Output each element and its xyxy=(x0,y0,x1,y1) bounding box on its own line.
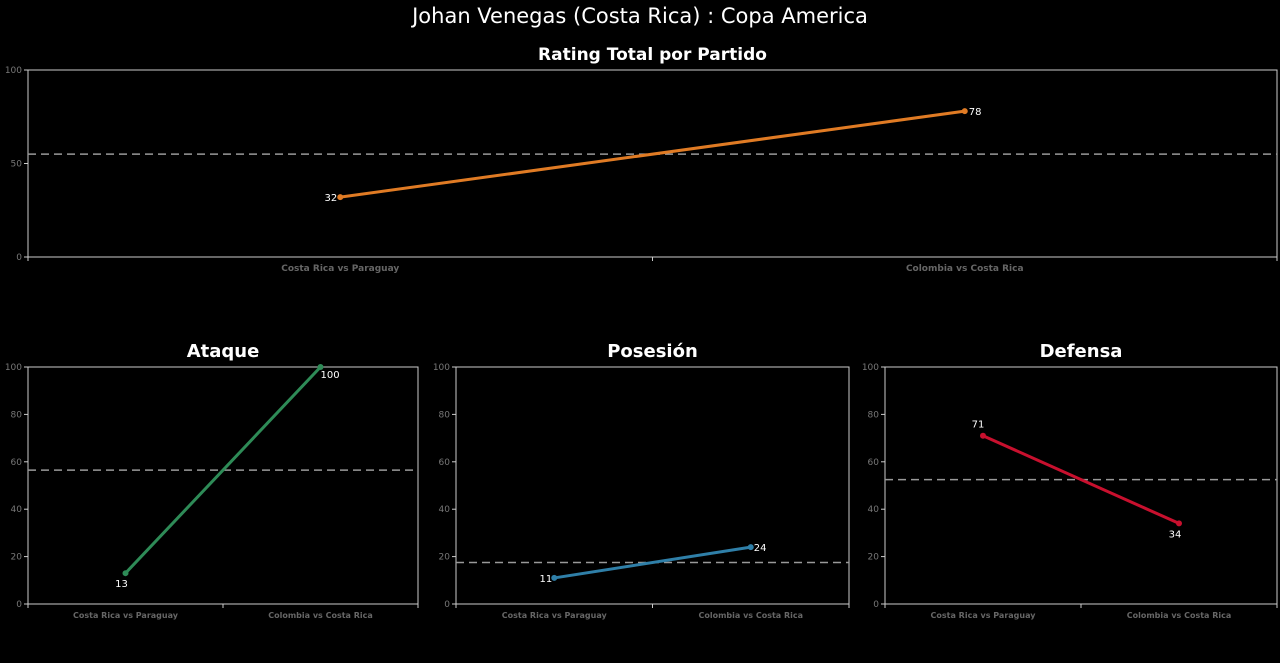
chart1-data-point xyxy=(317,364,324,370)
chart3-ytick-label: 100 xyxy=(862,363,879,373)
chart2-xtick-label: Colombia vs Costa Rica xyxy=(698,611,803,620)
chart0-data-label: 32 xyxy=(325,193,338,204)
chart2-data-point xyxy=(551,574,558,581)
chart3-ytick-label: 20 xyxy=(868,553,880,563)
chart3-ytick-label: 0 xyxy=(873,600,879,610)
chart3-ytick-label: 60 xyxy=(868,458,880,468)
chart1-title: Ataque xyxy=(186,341,260,362)
chart2-ytick-label: 100 xyxy=(433,363,450,373)
chart1-series-line xyxy=(124,365,322,575)
chart2-ytick-label: 40 xyxy=(439,505,451,515)
chart2-ytick-label: 20 xyxy=(439,553,451,563)
chart1-ytick-label: 40 xyxy=(11,505,23,515)
chart2-ytick-label: 60 xyxy=(439,458,451,468)
chart2-ytick-label: 0 xyxy=(444,600,450,610)
chart2-title: Posesión xyxy=(607,341,698,362)
chart0-data-label: 78 xyxy=(969,107,982,118)
chart2-xtick-label: Costa Rica vs Paraguay xyxy=(502,611,608,620)
chart1-xtick-label: Costa Rica vs Paraguay xyxy=(73,611,179,620)
chart0-series-line xyxy=(340,109,965,199)
chart1-ytick-label: 100 xyxy=(5,363,22,373)
chart1-ytick-label: 80 xyxy=(11,410,23,420)
page-title: Johan Venegas (Costa Rica) : Copa Americ… xyxy=(412,4,868,28)
chart0-title: Rating Total por Partido xyxy=(538,45,767,65)
chart0-ytick-label: 50 xyxy=(11,160,23,170)
chart1-data-label: 13 xyxy=(115,579,128,590)
chart3-ytick-label: 80 xyxy=(868,410,880,420)
chart1-xtick-label: Colombia vs Costa Rica xyxy=(268,611,373,620)
chart3-plot-frame xyxy=(884,366,1278,605)
chart3-data-label: 71 xyxy=(972,420,985,431)
chart3-xtick-label: Costa Rica vs Paraguay xyxy=(931,611,1037,620)
chart0-data-point xyxy=(337,194,344,201)
chart0-plot-frame xyxy=(27,69,1278,258)
chart3-xtick-label: Colombia vs Costa Rica xyxy=(1127,611,1232,620)
chart1-ytick-label: 20 xyxy=(11,553,23,563)
chart2-data-point xyxy=(747,544,754,551)
chart3-series-line xyxy=(982,434,1180,525)
chart0-ytick-label: 100 xyxy=(5,66,22,76)
chart2-data-label: 24 xyxy=(754,543,767,554)
chart0-ytick-label: 0 xyxy=(16,253,22,263)
chart3-ytick-label: 40 xyxy=(868,505,880,515)
chart1-ytick-label: 0 xyxy=(16,600,22,610)
chart1-data-label: 100 xyxy=(321,370,340,381)
chart0-xtick-label: Colombia vs Costa Rica xyxy=(906,264,1024,274)
chart0-data-point xyxy=(961,108,968,115)
chart1-plot-frame xyxy=(27,366,419,605)
chart1-ytick-label: 60 xyxy=(11,458,23,468)
chart3-title: Defensa xyxy=(1039,341,1123,362)
chart3-data-point xyxy=(980,432,986,439)
chart2-series-line xyxy=(554,545,751,580)
chart2-ytick-label: 80 xyxy=(439,410,451,420)
chart0-xtick-label: Costa Rica vs Paraguay xyxy=(281,264,399,274)
chart3-data-label: 34 xyxy=(1169,529,1182,540)
chart2-plot-frame xyxy=(455,366,850,605)
chart2-data-label: 11 xyxy=(540,574,553,585)
chart3-data-point xyxy=(1176,520,1182,527)
chart1-data-point xyxy=(122,570,129,577)
